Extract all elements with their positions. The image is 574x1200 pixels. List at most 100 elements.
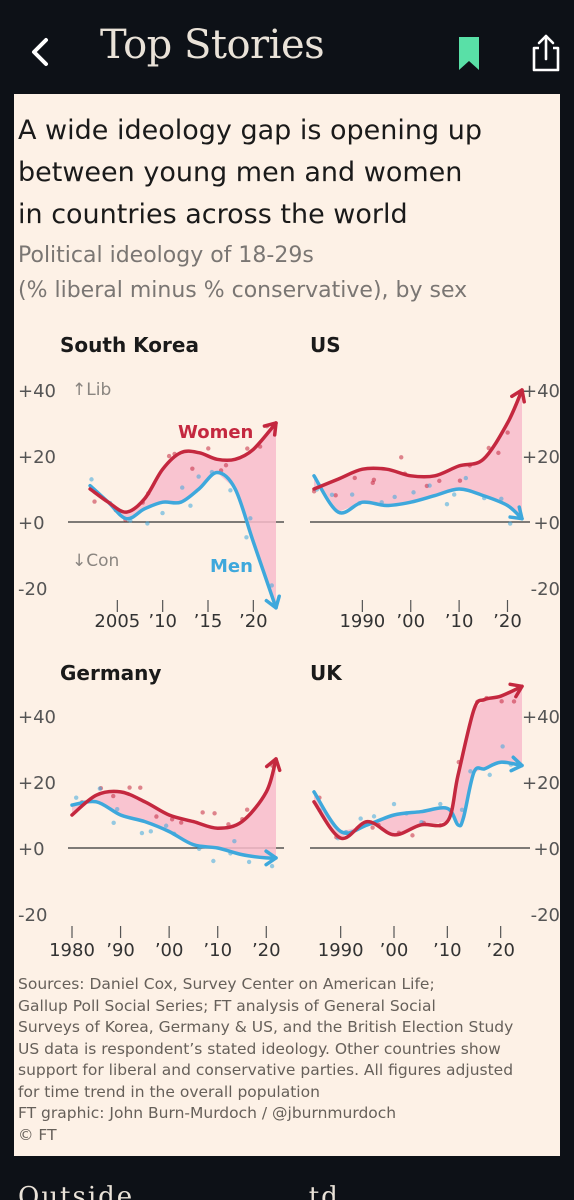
chart-title: South Korea: [60, 333, 199, 357]
con-annotation: ↓Con: [72, 551, 119, 571]
headline-line: A wide ideology gap is opening up: [18, 115, 482, 146]
chart-card: A wide ideology gap is opening up betwee…: [14, 94, 560, 1156]
app-title: Top Stories: [100, 22, 325, 68]
women-arrowhead: [510, 388, 526, 404]
sources-line: Surveys of Korea, Germany & US, and the …: [18, 1018, 514, 1036]
headline: A wide ideology gap is opening up betwee…: [18, 110, 548, 236]
women-survey-point: [457, 478, 463, 483]
women-survey-point: [352, 475, 357, 481]
subtitle-line: Political ideology of 18-29s: [18, 243, 314, 268]
women-survey-point: [212, 811, 217, 816]
men-survey-point: [163, 823, 169, 828]
women-survey-point: [127, 785, 132, 790]
women-arrowhead: [262, 421, 278, 437]
gap-area: [314, 686, 522, 838]
x-tick-label: ’00: [380, 940, 409, 961]
subtitle: Political ideology of 18-29s (% liberal …: [18, 238, 548, 308]
men-survey-point: [111, 820, 116, 826]
women-survey-point: [111, 793, 116, 799]
women-survey-point: [245, 446, 250, 451]
men-arrowhead: [508, 505, 524, 521]
women-line: [312, 684, 524, 841]
women-survey-point: [190, 466, 195, 471]
share-icon[interactable]: [528, 32, 564, 74]
sources-line: FT graphic: John Burn-Murdoch / @jburnmu…: [18, 1104, 397, 1122]
men-line: [70, 799, 278, 860]
men-survey-point: [139, 830, 145, 836]
sources-line: © FT: [18, 1125, 57, 1144]
men-survey-point: [232, 838, 237, 844]
y-tick-label: +0: [18, 513, 45, 534]
women-label: Women: [178, 422, 253, 443]
women-survey-point: [370, 825, 375, 830]
y-tick-label: +40: [522, 381, 560, 402]
sources-note: Sources: Daniel Cox, Survey Center on Am…: [18, 974, 558, 1146]
chart-title: Germany: [60, 661, 161, 685]
chart-title: UK: [310, 661, 343, 685]
next-article-peek: Outside ... ... ... ... td: [0, 1160, 574, 1200]
next-article-text: Outside ... ... ... ... td: [18, 1182, 340, 1200]
y-tick-label: -20: [18, 579, 47, 600]
y-tick-label: +40: [522, 707, 560, 728]
women-survey-point: [511, 699, 517, 704]
back-arrow-icon[interactable]: [22, 30, 58, 74]
y-tick-label: +20: [522, 773, 560, 794]
y-tick-label: +20: [18, 773, 56, 794]
men-survey-point: [468, 769, 473, 774]
men-arrowhead: [264, 849, 278, 867]
men-survey-point: [392, 494, 397, 500]
men-survey-point: [269, 863, 275, 869]
y-tick-label: +40: [18, 707, 56, 728]
women-line: [88, 421, 278, 514]
men-survey-point: [459, 807, 465, 813]
women-survey-point: [244, 807, 250, 812]
men-survey-point: [358, 816, 363, 821]
men-line: [88, 470, 278, 610]
bookmark-icon[interactable]: [455, 34, 483, 74]
y-tick-label: +0: [18, 839, 45, 860]
sources-line: US data is respondent’s stated ideology.…: [18, 1039, 501, 1058]
y-tick-label: +20: [18, 447, 56, 468]
x-tick-label: 2005: [94, 611, 140, 632]
women-survey-point: [496, 450, 501, 456]
men-survey-point: [73, 795, 79, 800]
sources-line: support for liberal and conservative par…: [18, 1061, 514, 1079]
x-tick-label: ’20: [252, 940, 281, 961]
men-survey-point: [160, 510, 165, 516]
x-tick-label: ’10: [203, 940, 232, 961]
men-survey-point: [97, 786, 103, 791]
women-line: [312, 388, 524, 491]
y-tick-label: +20: [522, 447, 560, 468]
sources-line: for time trend in the overall population: [18, 1082, 320, 1101]
women-survey-point: [505, 430, 510, 435]
small-multiples-charts: South Korea +40 +20 +0 -20 2005 ’10 ’15 ’20 US +40…: [18, 333, 560, 961]
women-line: [70, 757, 278, 830]
women-survey-point: [410, 833, 415, 838]
x-tick-label: 1980: [49, 940, 95, 961]
x-tick-label: 1990: [339, 611, 385, 632]
subtitle-line: (% liberal minus % conservative), by sex: [18, 278, 468, 303]
lib-annotation: ↑Lib: [72, 380, 111, 400]
men-survey-point: [427, 483, 432, 488]
women-survey-point: [178, 820, 184, 825]
men-survey-point: [180, 485, 185, 490]
gap-area: [90, 423, 276, 608]
men-survey-point: [196, 474, 201, 479]
women-survey-point: [138, 785, 143, 790]
headline-line: in countries across the world: [18, 199, 408, 230]
men-survey-point: [411, 490, 416, 495]
x-tick-label: 1990: [318, 940, 364, 961]
y-tick-label: +0: [533, 513, 560, 534]
x-tick-label: ’90: [106, 940, 135, 961]
men-survey-point: [329, 492, 335, 498]
top-bar: Top Stories: [0, 0, 574, 92]
men-survey-point: [145, 521, 150, 526]
y-tick-label: -20: [531, 905, 560, 926]
men-label: Men: [210, 556, 253, 577]
men-survey-point: [444, 501, 450, 507]
x-tick-label: ’10: [433, 940, 462, 961]
men-survey-point: [269, 583, 274, 588]
men-arrowhead: [509, 755, 524, 773]
chart-title: US: [310, 333, 341, 357]
women-survey-point: [223, 463, 229, 468]
